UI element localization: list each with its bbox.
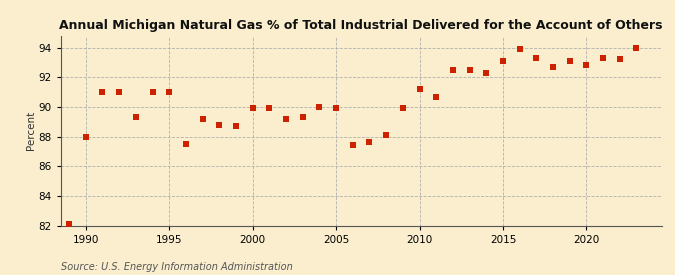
Point [130,115,141,119]
Point [247,106,258,111]
Point [581,63,592,68]
Point [547,65,558,69]
Point [481,71,491,75]
Point [514,47,525,51]
Point [97,90,108,94]
Point [297,115,308,119]
Title: Annual Michigan Natural Gas % of Total Industrial Delivered for the Account of O: Annual Michigan Natural Gas % of Total I… [59,19,663,32]
Point [214,122,225,127]
Point [414,87,425,91]
Point [431,94,441,99]
Point [63,222,74,226]
Point [314,105,325,109]
Point [231,124,242,128]
Point [80,134,91,139]
Point [631,45,642,50]
Point [147,90,158,94]
Text: Source: U.S. Energy Information Administration: Source: U.S. Energy Information Administ… [61,262,292,272]
Point [398,106,408,111]
Point [448,68,458,72]
Point [164,90,175,94]
Point [331,106,342,111]
Point [497,59,508,63]
Point [180,142,191,146]
Point [564,59,575,63]
Point [364,140,375,145]
Point [597,56,608,60]
Point [531,56,542,60]
Point [114,90,125,94]
Point [264,106,275,111]
Y-axis label: Percent: Percent [26,111,36,150]
Point [381,133,392,137]
Point [348,143,358,148]
Point [464,68,475,72]
Point [197,117,208,121]
Point [281,117,292,121]
Point [614,57,625,62]
